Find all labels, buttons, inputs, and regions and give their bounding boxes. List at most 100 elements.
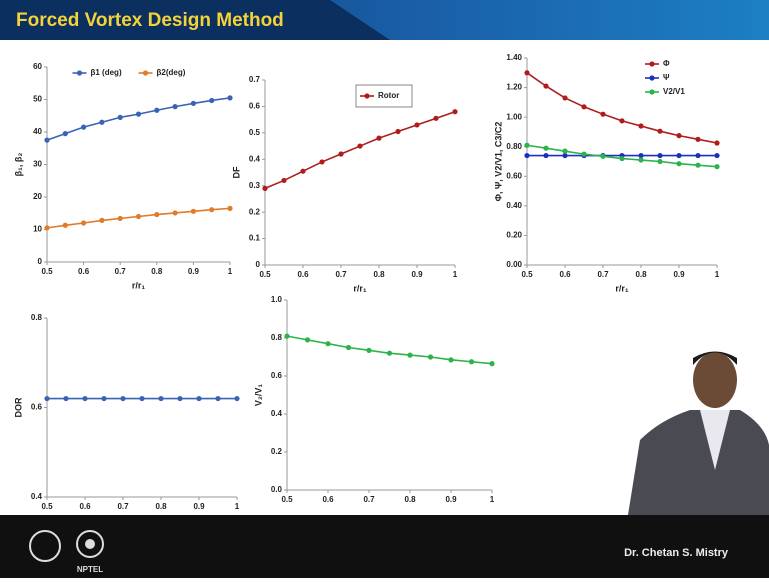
point <box>714 140 719 145</box>
point <box>191 209 196 214</box>
point <box>99 218 104 223</box>
y-tick-label: 0.2 <box>271 447 283 456</box>
point <box>714 153 719 158</box>
y-tick-label: 10 <box>33 225 42 234</box>
x-axis-label: r/r₁ <box>132 280 146 290</box>
point <box>319 159 324 164</box>
point <box>433 116 438 121</box>
legend-marker <box>77 70 82 75</box>
legend-label: β1 (deg) <box>91 68 122 77</box>
point <box>158 396 163 401</box>
point <box>120 396 125 401</box>
legend-label: Φ <box>663 59 670 68</box>
point <box>63 396 68 401</box>
x-tick-label: 0.9 <box>673 270 685 279</box>
point <box>173 210 178 215</box>
point <box>227 95 232 100</box>
point <box>543 146 548 151</box>
x-tick-label: 0.5 <box>41 267 53 276</box>
point <box>215 396 220 401</box>
x-tick-label: 0.7 <box>597 270 609 279</box>
y-tick-label: 60 <box>33 62 42 71</box>
point <box>714 164 719 169</box>
point <box>676 153 681 158</box>
point <box>619 156 624 161</box>
x-tick-label: 0.7 <box>363 495 375 504</box>
y-tick-label: 0.8 <box>31 313 43 322</box>
x-tick-label: 1 <box>490 495 495 504</box>
point <box>154 108 159 113</box>
legend-marker <box>364 93 369 98</box>
point <box>284 334 289 339</box>
y-tick-label: 1.40 <box>506 53 522 62</box>
x-tick-label: 0.9 <box>445 495 457 504</box>
y-tick-label: 0.00 <box>506 260 522 269</box>
y-tick-label: 0.80 <box>506 142 522 151</box>
point <box>44 396 49 401</box>
presenter-name: Dr. Chetan S. Mistry <box>624 547 729 559</box>
x-tick-label: 0.5 <box>281 495 293 504</box>
point <box>387 351 392 356</box>
point <box>657 159 662 164</box>
point <box>619 118 624 123</box>
point <box>366 348 371 353</box>
point <box>452 109 457 114</box>
point <box>139 396 144 401</box>
point <box>676 161 681 166</box>
point <box>44 225 49 230</box>
logo-text: NPTEL <box>77 565 103 574</box>
y-tick-label: 50 <box>33 95 42 104</box>
x-tick-label: 0.6 <box>79 502 91 511</box>
series-line <box>527 73 717 143</box>
x-tick-label: 0.6 <box>559 270 571 279</box>
point <box>414 122 419 127</box>
y-tick-label: 40 <box>33 127 42 136</box>
point <box>524 143 529 148</box>
point <box>136 112 141 117</box>
y-tick-label: 1.20 <box>506 83 522 92</box>
x-tick-label: 0.6 <box>322 495 334 504</box>
x-tick-label: 0.5 <box>41 502 53 511</box>
point <box>196 396 201 401</box>
point <box>638 123 643 128</box>
point <box>376 136 381 141</box>
point <box>407 353 412 358</box>
point <box>173 104 178 109</box>
y-axis-label: DF <box>231 166 241 178</box>
x-tick-label: 1 <box>453 270 458 279</box>
point <box>695 163 700 168</box>
y-tick-label: 0.4 <box>249 154 261 163</box>
point <box>524 153 529 158</box>
point <box>63 131 68 136</box>
legend-marker <box>649 75 654 80</box>
point <box>118 216 123 221</box>
point <box>600 154 605 159</box>
point <box>676 133 681 138</box>
y-tick-label: 0.8 <box>271 333 283 342</box>
slide-title: Forced Vortex Design Method <box>16 10 284 31</box>
point <box>209 207 214 212</box>
series-line <box>47 98 230 140</box>
slide: Forced Vortex Design Method NPTEL Dr. Ch… <box>0 0 769 578</box>
y-tick-label: 0.3 <box>249 181 261 190</box>
x-tick-label: 0.5 <box>259 270 271 279</box>
legend-marker <box>649 61 654 66</box>
legend-label: Rotor <box>378 91 399 100</box>
x-tick-label: 0.5 <box>521 270 533 279</box>
point <box>581 152 586 157</box>
x-axis-label: r/r₁ <box>615 283 629 293</box>
y-tick-label: 0 <box>38 257 43 266</box>
presenter <box>628 352 769 516</box>
x-tick-label: 0.9 <box>188 267 200 276</box>
x-tick-label: 1 <box>228 267 233 276</box>
x-tick-label: 1 <box>235 502 240 511</box>
point <box>562 153 567 158</box>
y-tick-label: 0.6 <box>31 403 43 412</box>
legend-label: Ψ <box>663 73 670 82</box>
point <box>543 153 548 158</box>
series-line <box>287 336 492 364</box>
point <box>581 104 586 109</box>
y-tick-label: 0.40 <box>506 201 522 210</box>
x-axis-label: r/r₁ <box>353 283 367 293</box>
point <box>325 341 330 346</box>
